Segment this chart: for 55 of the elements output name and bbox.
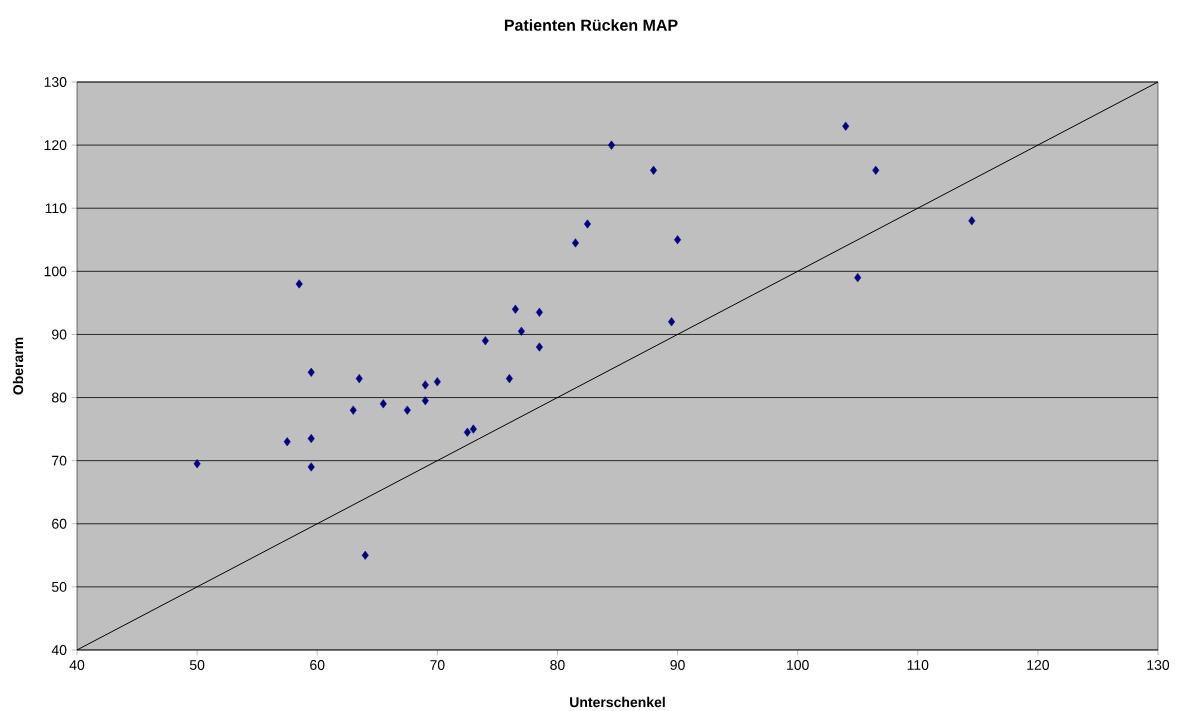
point <box>379 399 387 409</box>
point <box>421 380 429 390</box>
point <box>403 405 411 415</box>
point <box>307 462 315 472</box>
y-tick-label: 110 <box>45 203 67 214</box>
point <box>608 140 615 150</box>
y-tick-label: 80 <box>52 392 67 403</box>
x-tick-label: 120 <box>1027 660 1050 670</box>
point <box>361 550 369 560</box>
point <box>517 326 525 336</box>
point <box>283 437 291 447</box>
chart-title: Patienten Rücken MAP <box>504 19 678 31</box>
point <box>842 121 850 131</box>
point <box>572 238 579 248</box>
point <box>355 374 363 384</box>
point <box>535 342 543 352</box>
y-tick-label: 120 <box>44 140 67 151</box>
point <box>295 279 303 289</box>
point <box>469 424 477 434</box>
point <box>481 336 489 346</box>
y-tick-label: 70 <box>52 455 67 466</box>
y-axis-title: Oberarm <box>12 337 24 395</box>
point <box>584 219 591 229</box>
point <box>872 165 880 175</box>
point <box>674 235 682 245</box>
x-tick-label: 130 <box>1147 660 1170 670</box>
x-tick-label: 90 <box>670 660 685 670</box>
point <box>650 165 658 175</box>
x-tick-label: 60 <box>310 660 325 670</box>
y-tick-label: 40 <box>51 645 67 655</box>
x-axis-title: Unterschenkel <box>570 696 665 708</box>
x-tick-label: 50 <box>189 660 205 670</box>
point <box>968 216 976 226</box>
point <box>668 317 676 327</box>
point <box>307 367 315 377</box>
point <box>193 459 201 469</box>
point <box>307 434 315 444</box>
y-tick-label: 100 <box>44 266 67 277</box>
point <box>535 307 543 317</box>
point <box>421 396 429 406</box>
x-tick-label: 110 <box>907 660 929 670</box>
y-tick-label: 130 <box>44 77 67 87</box>
y-tick-label: 90 <box>52 329 67 340</box>
point <box>433 377 441 387</box>
x-tick-label: 100 <box>787 660 809 670</box>
point <box>463 427 471 437</box>
x-tick-label: 40 <box>69 660 85 670</box>
y-tick-label: 60 <box>52 518 67 529</box>
point <box>511 304 519 314</box>
y-tick-label: 50 <box>51 581 67 592</box>
x-tick-label: 80 <box>550 660 565 670</box>
x-tick-label: 70 <box>430 660 445 670</box>
point <box>505 374 513 384</box>
point <box>349 405 357 415</box>
point <box>854 273 862 283</box>
